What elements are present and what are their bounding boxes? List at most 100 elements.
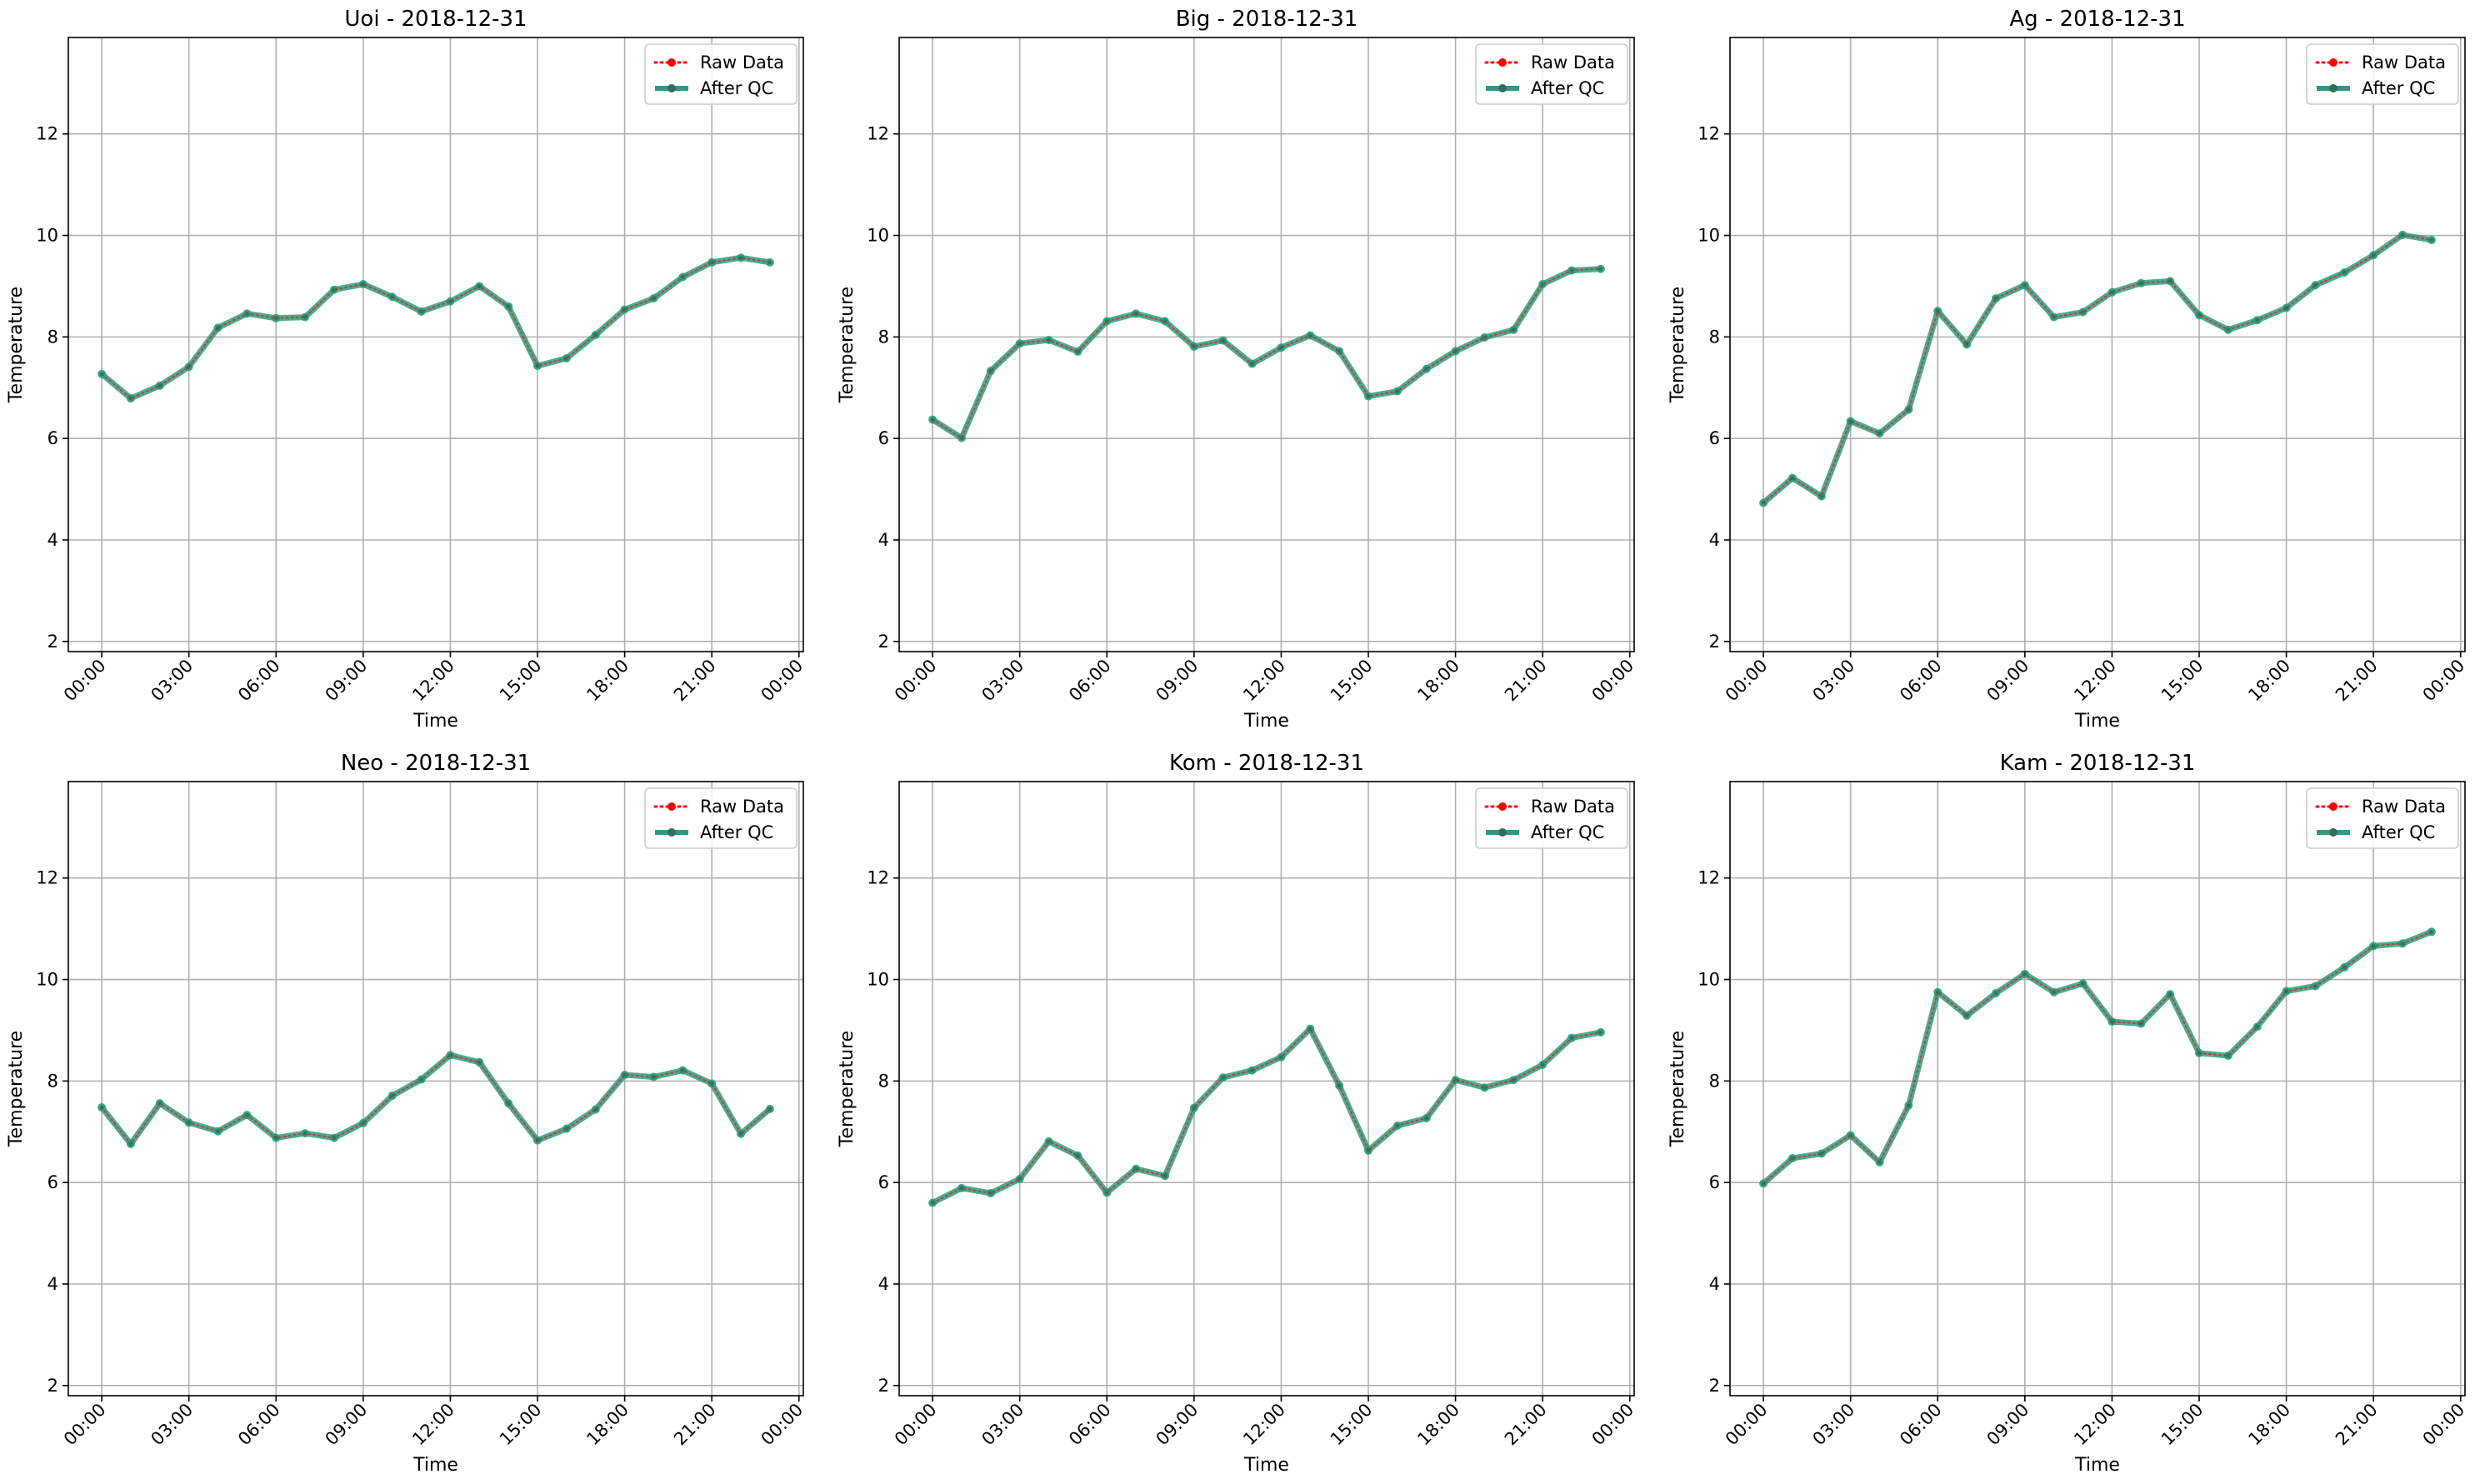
data-point-raw-data [1047,337,1052,342]
data-point-raw-data [1337,348,1342,353]
data-point-raw-data [2429,929,2434,934]
data-point-raw-data [361,282,366,287]
data-point-raw-data [1964,342,1969,347]
y-tick-label: 10 [1698,970,1720,990]
chart-panel: 2 4 6 8 10 12 00:00 03:00 06:00 09:00 12:00 15:00 18… [1668,7,2468,732]
data-point-raw-data [1848,1133,1853,1138]
x-tick-label: 12:00 [1239,1400,1289,1450]
chart-panel: 2 4 6 8 10 12 00:00 03:00 06:00 09:00 12:00 15:00 18… [6,7,807,732]
data-point-raw-data [2168,992,2172,997]
data-point-raw-data [680,274,685,279]
legend-label-after-qc: After QC [2362,822,2435,842]
x-tick-label: 03:00 [978,656,1028,706]
legend-marker-after-qc [2329,828,2338,837]
x-tick-label: 09:00 [1983,656,2033,706]
series-line-after-qc [99,254,771,402]
y-tick-label: 4 [878,1274,889,1294]
legend: Raw Data After QC [644,787,798,849]
y-tick-label: 8 [878,1071,889,1091]
legend: Raw Data After QC [2306,787,2459,849]
data-point-raw-data [768,1107,772,1112]
data-point-raw-data [187,364,192,369]
data-point-raw-data [2081,981,2086,986]
x-tick-label: 12:00 [408,656,458,706]
x-tick-label: 12:00 [408,1400,458,1450]
y-tick-label: 4 [48,530,58,550]
data-point-raw-data [709,1081,714,1086]
x-tick-label: 09:00 [1152,656,1202,706]
data-point-raw-data [1878,1160,1882,1165]
series-line-after-qc [931,1026,1602,1206]
data-point-raw-data [390,1093,395,1098]
data-point-raw-data [2284,306,2289,311]
data-point-raw-data [1133,1167,1138,1172]
data-point-raw-data [1250,1068,1255,1073]
data-point-raw-data [216,1129,221,1134]
data-point-raw-data [738,255,743,260]
legend-label-after-qc: After QC [1531,822,1604,842]
legend-marker-after-qc [2329,84,2338,92]
x-tick-label: 06:00 [1065,656,1115,706]
data-point-raw-data [1395,389,1400,394]
data-point-raw-data [2226,1053,2231,1058]
data-point-raw-data [1395,1123,1400,1128]
x-tick-label: 12:00 [2070,656,2120,706]
data-point-raw-data [593,332,598,337]
x-tick-label: 18:00 [2244,1400,2294,1450]
data-point-raw-data [988,1191,993,1196]
data-point-raw-data [1511,1077,1516,1082]
chart-panel: 2 4 6 8 10 12 00:00 03:00 06:00 09:00 12:00 15:00 18… [837,7,1638,732]
y-tick-label: 2 [48,1376,58,1396]
legend-label-after-qc: After QC [700,822,773,842]
data-point-raw-data [1162,318,1168,323]
legend-marker-raw-data [668,802,676,811]
data-point-raw-data [2168,278,2172,283]
x-tick-label: 21:00 [2332,656,2382,706]
data-point-raw-data [187,1120,192,1125]
x-tick-label: 21:00 [1501,1400,1551,1450]
data-point-raw-data [2081,310,2086,315]
axes-frame [1729,37,2466,652]
axes-frame [898,37,1635,652]
legend-marker-raw-data [668,58,676,67]
data-point-raw-data [1104,1190,1109,1195]
x-tick-label: 21:00 [670,656,720,706]
x-axis-label: Time [2074,711,2120,732]
data-point-raw-data [2371,943,2376,948]
chart-title: Big - 2018-12-31 [1176,7,1358,32]
data-point-raw-data [959,436,964,441]
data-point-raw-data [448,299,452,304]
y-tick-label: 10 [36,226,58,246]
data-point-raw-data [2371,252,2376,257]
legend: Raw Data After QC [1475,43,1628,105]
x-tick-label: 00:00 [60,1400,110,1450]
data-point-raw-data [930,417,935,422]
y-tick-label: 6 [878,428,889,448]
legend-label-raw-data: Raw Data [2362,52,2446,72]
x-tick-label: 06:00 [1896,1400,1946,1450]
data-point-raw-data [1540,1062,1545,1067]
data-point-raw-data [1047,1139,1052,1144]
data-point-raw-data [302,1131,308,1136]
series-line-after-qc [931,266,1602,442]
x-tick-label: 03:00 [147,656,197,706]
x-tick-label: 09:00 [1983,1400,2033,1450]
y-tick-label: 6 [878,1172,889,1192]
data-point-raw-data [273,1136,278,1141]
data-point-raw-data [738,1132,743,1137]
data-point-raw-data [593,1107,598,1112]
data-point-raw-data [709,260,714,265]
x-axis-label: Time [1243,711,1289,732]
data-point-raw-data [1278,1055,1283,1060]
data-point-raw-data [959,1186,964,1191]
y-tick-label: 8 [1709,1071,1720,1091]
x-tick-label: 00:00 [1588,1400,1638,1450]
data-point-raw-data [768,260,772,265]
y-axis-label: Temperature [837,1031,858,1147]
data-point-raw-data [419,1077,424,1082]
data-point-raw-data [2197,312,2202,317]
y-tick-label: 6 [1709,428,1720,448]
data-point-raw-data [158,1101,162,1106]
x-tick-label: 06:00 [1896,656,1946,706]
data-point-raw-data [2429,237,2434,242]
